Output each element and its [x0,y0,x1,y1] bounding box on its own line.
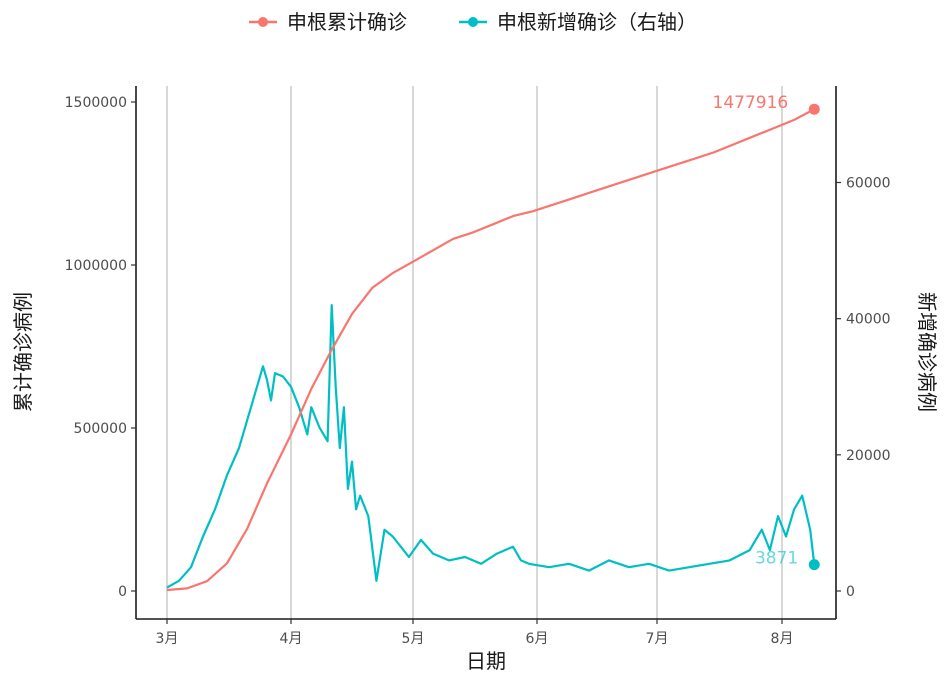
series-line-daily [166,304,816,589]
x-tick-label: 8月 [771,631,794,647]
series-line-cumulative [166,108,815,592]
left-axis-ticks: 0 500000 1000000 1500000 [65,95,136,600]
y-tick-label: 500000 [74,421,127,437]
right-axis-ticks: 0 20000 40000 60000 [836,176,891,600]
y-tick-label: 1500000 [65,95,127,111]
legend-key-point-daily [468,17,478,27]
end-label-cumulative: 1477916 [713,93,789,113]
x-tick-label: 7月 [646,631,669,647]
y-tick-label: 0 [118,584,127,600]
y2-tick-label: 60000 [846,176,891,192]
legend-item-cumulative[interactable]: 申根累计确诊 [249,10,407,34]
legend-label-daily: 申根新增确诊（右轴） [497,10,697,34]
left-axis-title: 累计确诊病例 [11,292,35,412]
y2-tick-label: 0 [846,584,855,600]
legend: 申根累计确诊 申根新增确诊（右轴） [249,10,697,34]
y2-tick-label: 20000 [846,448,891,464]
end-label-daily: 3871 [755,549,798,569]
legend-item-daily[interactable]: 申根新增确诊（右轴） [459,10,697,34]
y2-tick-label: 40000 [846,312,891,328]
end-point-daily [808,559,820,571]
x-axis-title: 日期 [466,649,506,673]
end-point-cumulative [808,103,820,115]
x-tick-label: 5月 [402,631,425,647]
x-tick-label: 4月 [280,631,303,647]
right-axis-title: 新增确诊病例 [915,292,939,412]
vertical-gridlines [166,86,783,619]
x-tick-label: 6月 [526,631,549,647]
x-axis-ticks: 3月 4月 5月 6月 7月 8月 [156,619,794,647]
legend-key-point-cumulative [258,17,268,27]
y-tick-label: 1000000 [65,258,127,274]
legend-label-cumulative: 申根累计确诊 [287,10,407,34]
x-tick-label: 3月 [156,631,179,647]
